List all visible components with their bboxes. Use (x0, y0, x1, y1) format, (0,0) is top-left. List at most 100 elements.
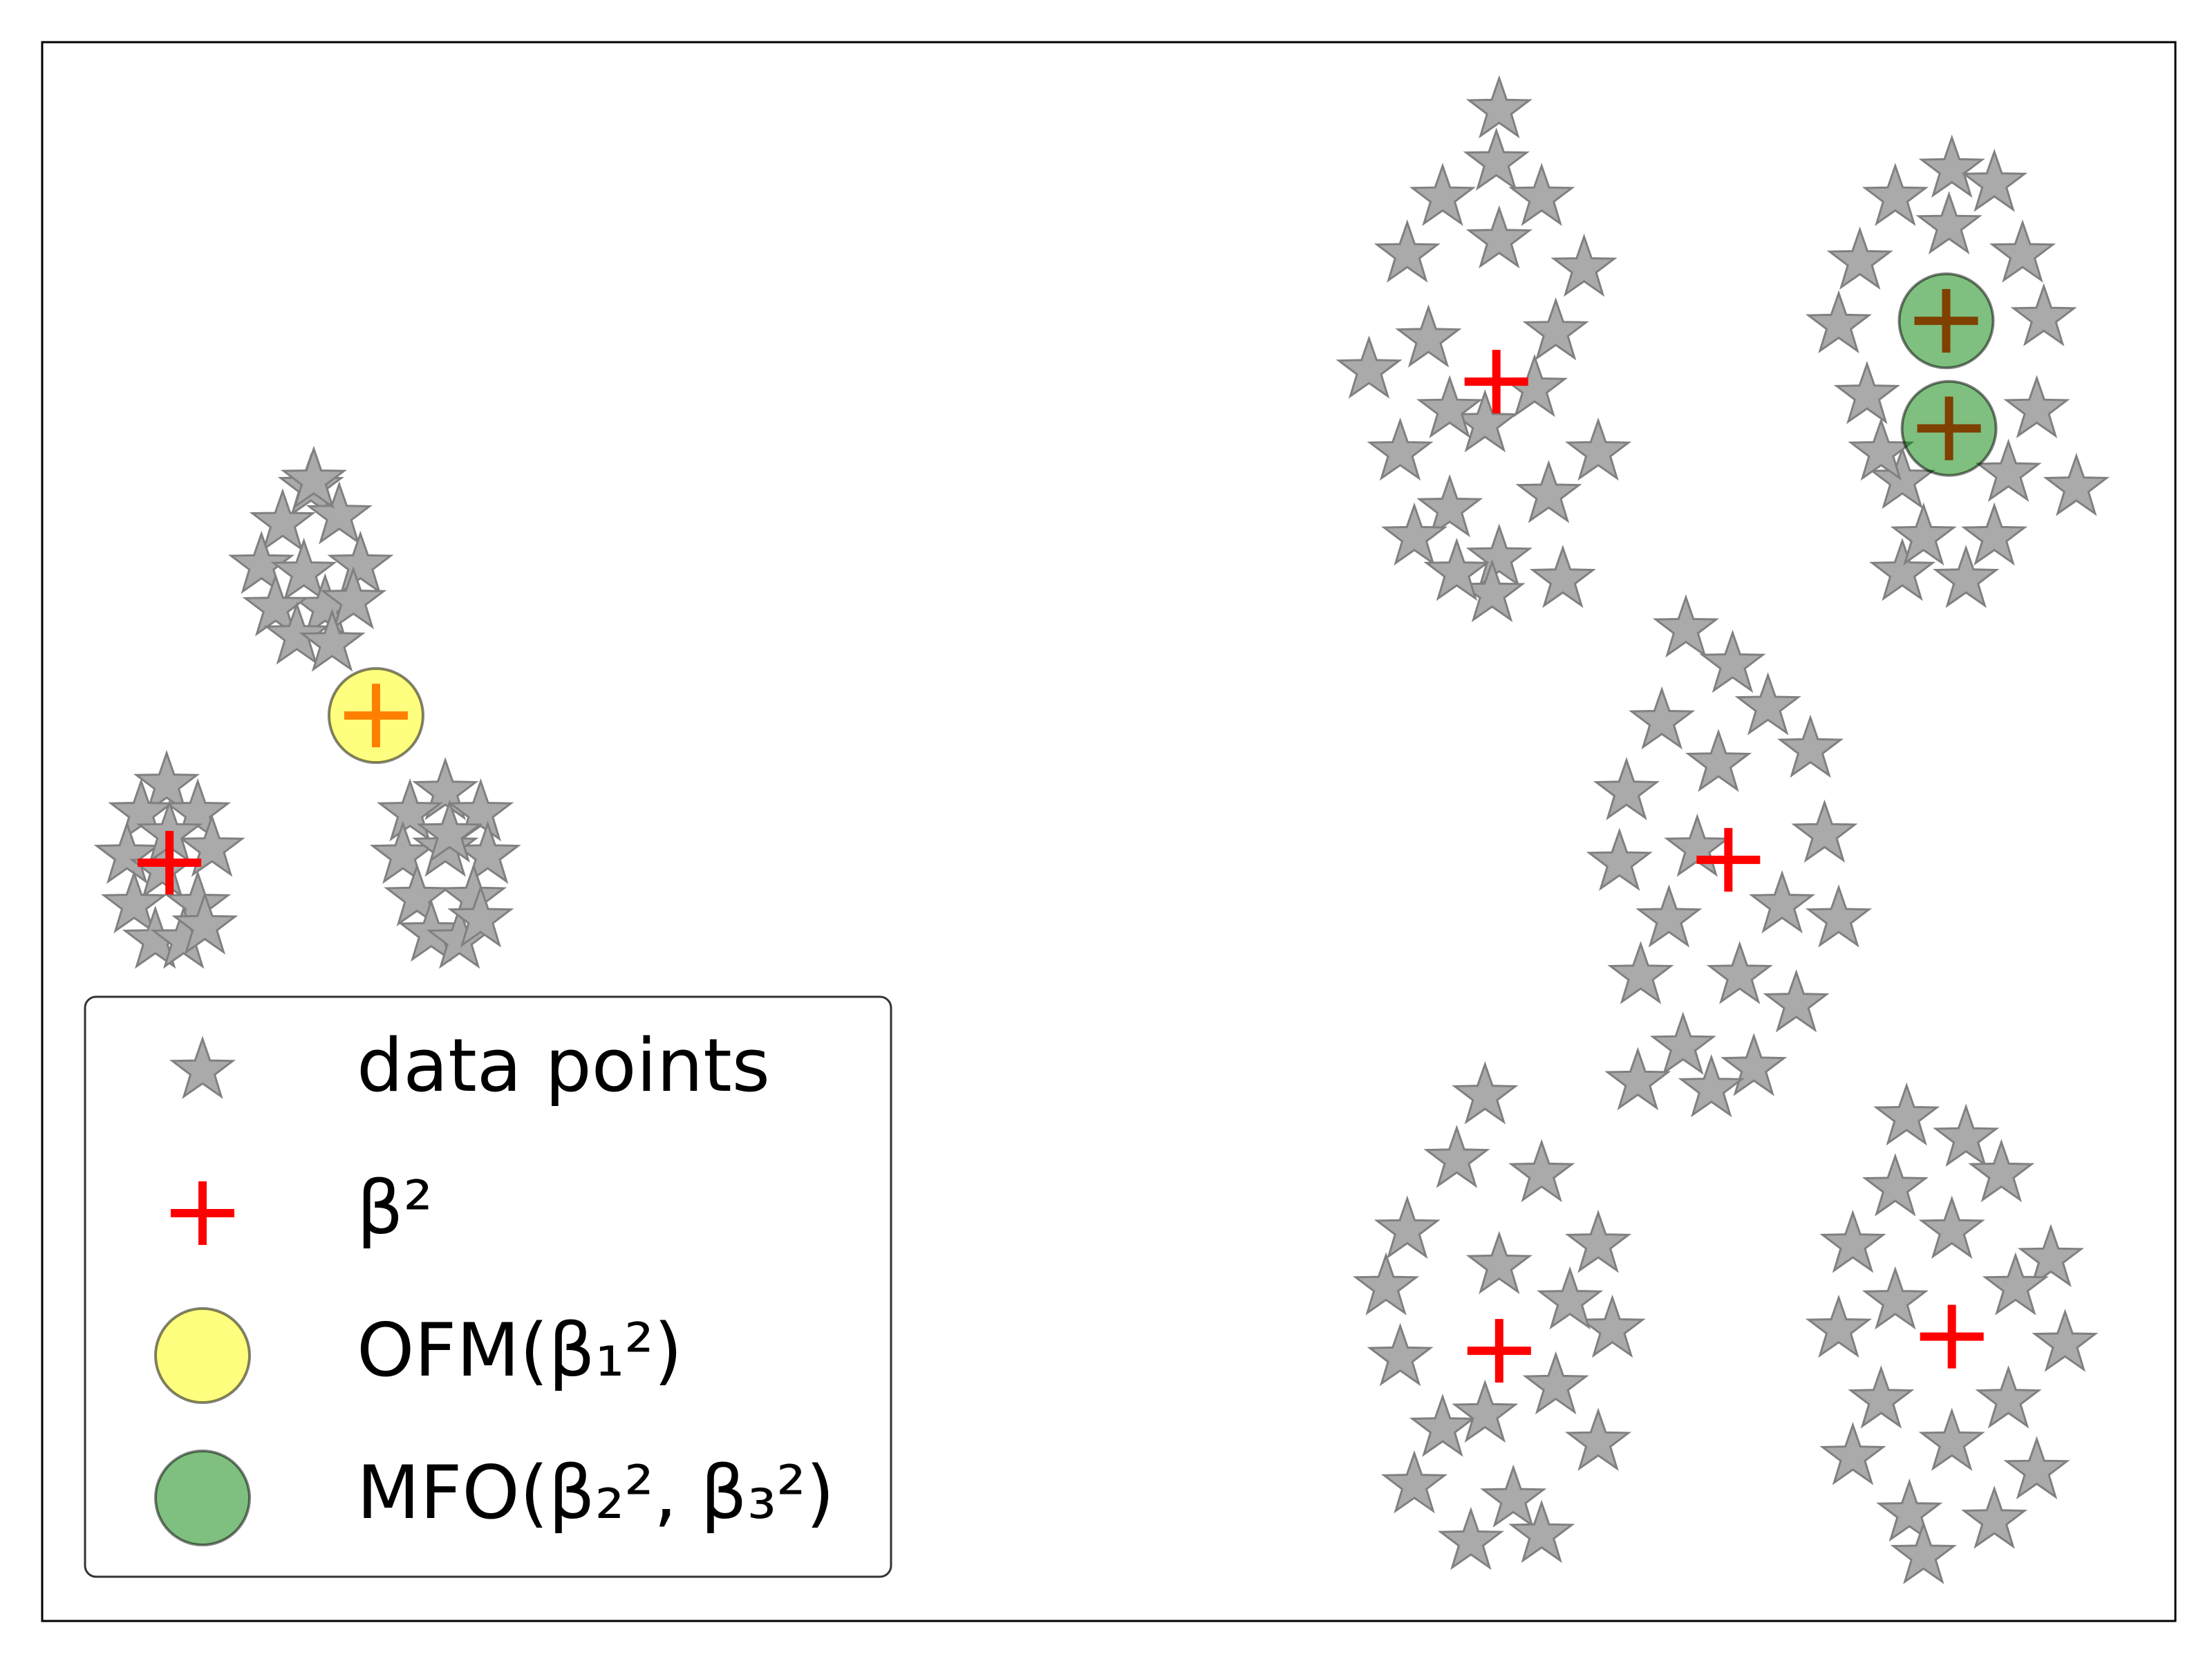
star-point (1826, 226, 1893, 290)
star-point (2010, 283, 2077, 346)
plus-point (138, 831, 202, 895)
star-point (1380, 1450, 1448, 1514)
star-point (1862, 1266, 1929, 1330)
star-point (1423, 1125, 1490, 1188)
star-point (2043, 453, 2110, 516)
star-point (1975, 1365, 2042, 1429)
circle-point (154, 1307, 251, 1404)
star-point (1367, 417, 1434, 481)
star-point (169, 1035, 236, 1099)
star-point (1593, 757, 1660, 821)
star-point (1873, 1082, 1940, 1146)
star-point (1395, 304, 1462, 368)
star-point (270, 537, 337, 601)
star-point (1335, 335, 1403, 399)
star-point (1868, 537, 1936, 601)
star-point (1982, 1252, 2049, 1315)
star-point (1409, 1394, 1477, 1457)
star-point (1550, 233, 1618, 297)
plus-point (1696, 827, 1761, 892)
star-point (1918, 1407, 1985, 1471)
plus-point (1464, 350, 1528, 414)
star-point (1862, 162, 1929, 226)
star-point (100, 870, 168, 934)
star-point (306, 481, 373, 545)
star-point (178, 814, 245, 877)
star-point (1960, 1485, 2028, 1549)
star-point (1748, 870, 1816, 934)
plus-point (171, 1181, 234, 1245)
star-point (327, 530, 394, 594)
star-point (1579, 1294, 1646, 1358)
legend-label: β² (357, 1165, 433, 1250)
star-point (1975, 438, 2042, 503)
star-point (1805, 1294, 1873, 1358)
star-point (1465, 205, 1533, 269)
plus-point (1920, 1304, 1984, 1369)
star-point (1777, 714, 1844, 778)
star-point (1564, 1407, 1632, 1471)
star-point (1918, 1195, 1985, 1259)
star-point (1352, 1252, 1420, 1315)
star-point (1805, 290, 1873, 354)
star-point (280, 445, 348, 509)
star-point (1529, 545, 1596, 608)
star-point (171, 891, 238, 955)
circle-point (327, 667, 424, 765)
star-point (1968, 1138, 2035, 1203)
circle-point (1900, 379, 1998, 477)
star-point (1805, 884, 1873, 948)
plot-area (93, 75, 2110, 1584)
star-point (1416, 375, 1483, 438)
star-point (412, 757, 479, 821)
star-point (2003, 375, 2070, 438)
star-point (1437, 1506, 1504, 1571)
star-point (1848, 1365, 1915, 1429)
star-point (1819, 1210, 1886, 1273)
star-point (447, 884, 514, 948)
star-point (1678, 1053, 1745, 1118)
star-point (1480, 1464, 1547, 1528)
star-point (1890, 1521, 1957, 1584)
star-point (1423, 537, 1490, 601)
star-point (1465, 1230, 1533, 1295)
star-point (1515, 460, 1582, 523)
star-point (1763, 969, 1830, 1033)
star-point (1452, 1061, 1519, 1125)
star-point (263, 601, 330, 665)
star-point (1933, 545, 2000, 608)
star-point (376, 778, 444, 842)
star-point (1635, 884, 1703, 948)
star-point (1522, 1351, 1589, 1415)
star-point (1380, 502, 1448, 566)
star-point (320, 565, 387, 630)
star-point (447, 778, 514, 842)
star-point (1876, 1478, 1943, 1542)
star-point (1652, 594, 1720, 658)
star-point (1607, 941, 1674, 1004)
frame (41, 41, 2177, 1622)
star-point (1374, 219, 1441, 283)
star-point (299, 608, 366, 672)
star-point (1586, 827, 1653, 891)
star-point (1791, 799, 1858, 863)
star-point (133, 749, 200, 814)
star-point (1721, 1033, 1788, 1096)
star-point (1819, 1422, 1886, 1485)
star-point (1452, 1379, 1519, 1443)
star-point (2032, 1309, 2099, 1372)
star-point (1522, 297, 1589, 361)
plus-point (1467, 1319, 1531, 1383)
star-point (93, 821, 160, 884)
star-point (1508, 1499, 1575, 1564)
star-point (1734, 672, 1801, 735)
star-point (1374, 1195, 1441, 1259)
star-point (1564, 1210, 1632, 1273)
star-point (1367, 1322, 1434, 1387)
legend-label: data points (357, 1023, 770, 1108)
legend-label: MFO(β₂², β₃²) (357, 1450, 834, 1535)
star-point (1915, 191, 1983, 254)
star-point (1508, 1138, 1575, 1203)
star-point (1685, 729, 1752, 792)
